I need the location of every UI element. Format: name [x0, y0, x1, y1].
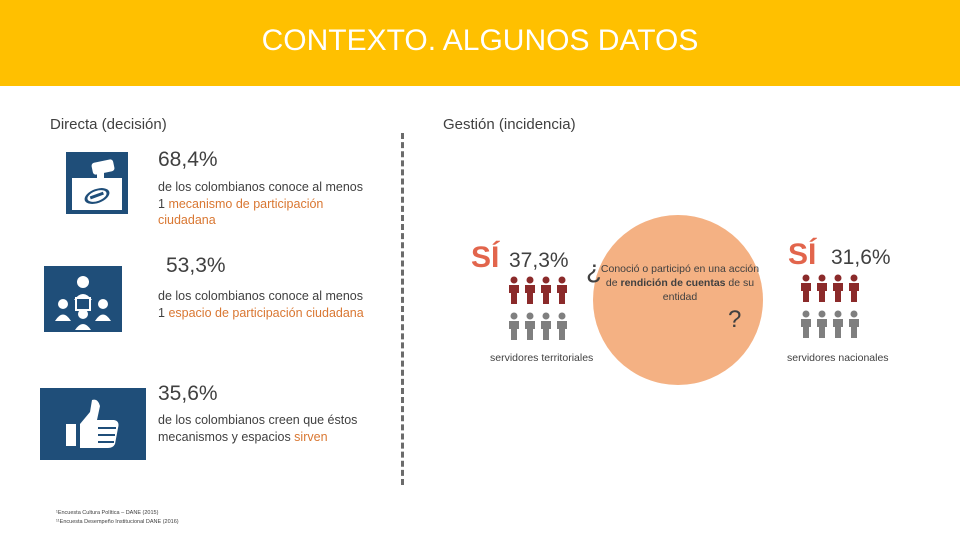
question-text-part: Conoció o participó en una acción de [600, 263, 760, 289]
national-percentage: 31,6% [831, 246, 891, 269]
question-text-part: de su entidad [662, 277, 755, 303]
left-section-heading: Directa (decisión) [50, 116, 167, 133]
stat-description: de los colombianos creen que éstos mecan… [158, 412, 373, 445]
meeting-people-icon [44, 266, 122, 332]
stat-percentage: 35,6% [158, 382, 218, 405]
stat-description: de los colombianos conoce al menos 1 mec… [158, 179, 373, 229]
right-section-heading: Gestión (incidencia) [443, 116, 576, 133]
stat-text: de los colombianos creen que éstos mecan… [158, 413, 358, 444]
yes-label-national: SÍ [788, 238, 817, 271]
stat-description: de los colombianos conoce al menos 1 esp… [158, 288, 368, 321]
territorial-caption: servidores territoriales [490, 352, 594, 364]
question-close-mark: ? [728, 306, 742, 333]
header-banner: CONTEXTO. ALGUNOS DATOS [0, 0, 960, 86]
stat-percentage: 68,4% [158, 148, 218, 171]
question-bold: rendición de cuentas [620, 277, 726, 289]
national-caption: servidores nacionales [787, 352, 889, 364]
section-divider [401, 133, 404, 485]
ballot-box-icon [66, 152, 128, 214]
stat-text: de los colombianos conoce al menos 1 [158, 289, 363, 320]
page-title: CONTEXTO. ALGUNOS DATOS [261, 24, 699, 57]
territorial-people-icon [508, 276, 570, 344]
thumbs-up-icon [40, 388, 146, 460]
footnote: ¹Encuesta Cultura Política – DANE (2015) [56, 510, 159, 516]
stat-percentage: 53,3% [166, 254, 226, 277]
question-text: Conoció o participó en una acción de ren… [596, 262, 764, 304]
stat-highlight: espacio de participación ciudadana [168, 305, 364, 320]
national-people-icon [800, 274, 862, 342]
footnote: ¹¹Encuesta Desempeño Institucional DANE … [56, 519, 179, 525]
stat-highlight: mecanismo de participación ciudadana [158, 196, 324, 228]
question-open-mark: ¿ [586, 254, 602, 284]
yes-label-territorial: SÍ [471, 241, 500, 274]
territorial-percentage: 37,3% [509, 249, 569, 272]
stat-highlight: sirven [294, 429, 328, 444]
stat-text: de los colombianos conoce al menos 1 [158, 180, 363, 211]
question-circle [593, 215, 763, 385]
